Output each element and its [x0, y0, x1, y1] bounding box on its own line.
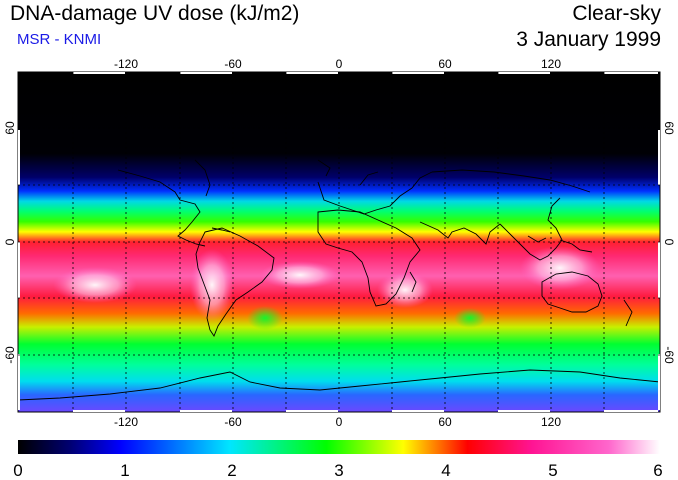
- data-source-label: MSR - KNMI: [17, 31, 102, 48]
- colorbar-tick-4: 4: [441, 461, 450, 480]
- hotspot-africa: [377, 272, 433, 308]
- hotspot-andes: [190, 249, 234, 321]
- frame-ticks: [18, 72, 660, 412]
- lat-tick-left-2: 0: [3, 238, 17, 245]
- lon-tick-bottom-5: 120: [541, 415, 561, 429]
- hotspot-pacific: [53, 267, 137, 303]
- lon-tick-top-1: -120: [114, 57, 138, 71]
- hotspot-atlantic: [260, 261, 340, 289]
- colorbar-tick-1: 1: [120, 461, 129, 480]
- lon-tick-top-4: 60: [438, 57, 452, 71]
- lon-tick-bottom-2: -60: [224, 415, 242, 429]
- colorbar-tick-0: 0: [13, 461, 22, 480]
- colorbar-tick-5: 5: [548, 461, 557, 480]
- map-title: DNA-damage UV dose (kJ/m2): [10, 2, 300, 25]
- lon-tick-bottom-3: 0: [336, 415, 343, 429]
- green-patch-indian: [454, 308, 486, 328]
- colorbar-tick-6: 6: [653, 461, 662, 480]
- colorbar-tick-3: 3: [334, 461, 343, 480]
- lon-tick-top-2: -60: [224, 57, 242, 71]
- date-label: 3 January 1999: [516, 28, 661, 51]
- lat-tick-right-1: 60: [662, 121, 676, 135]
- lat-tick-right-3: -60: [662, 346, 676, 364]
- colorbar: [18, 440, 660, 454]
- lat-tick-right-2: 0: [662, 239, 676, 246]
- coastlines: [18, 159, 660, 401]
- lat-tick-left-1: 60: [3, 121, 17, 135]
- green-patch-atlantic: [247, 306, 283, 330]
- lon-tick-bottom-1: -120: [114, 415, 138, 429]
- lat-tick-left-3: -60: [3, 346, 17, 364]
- lon-tick-top-3: 0: [336, 57, 343, 71]
- lon-tick-top-5: 120: [541, 57, 561, 71]
- graticule: [18, 72, 660, 412]
- hotspot-australia: [520, 246, 600, 290]
- colorbar-tick-2: 2: [227, 461, 236, 480]
- sky-condition-label: Clear-sky: [572, 2, 661, 25]
- lon-tick-bottom-4: 60: [438, 415, 452, 429]
